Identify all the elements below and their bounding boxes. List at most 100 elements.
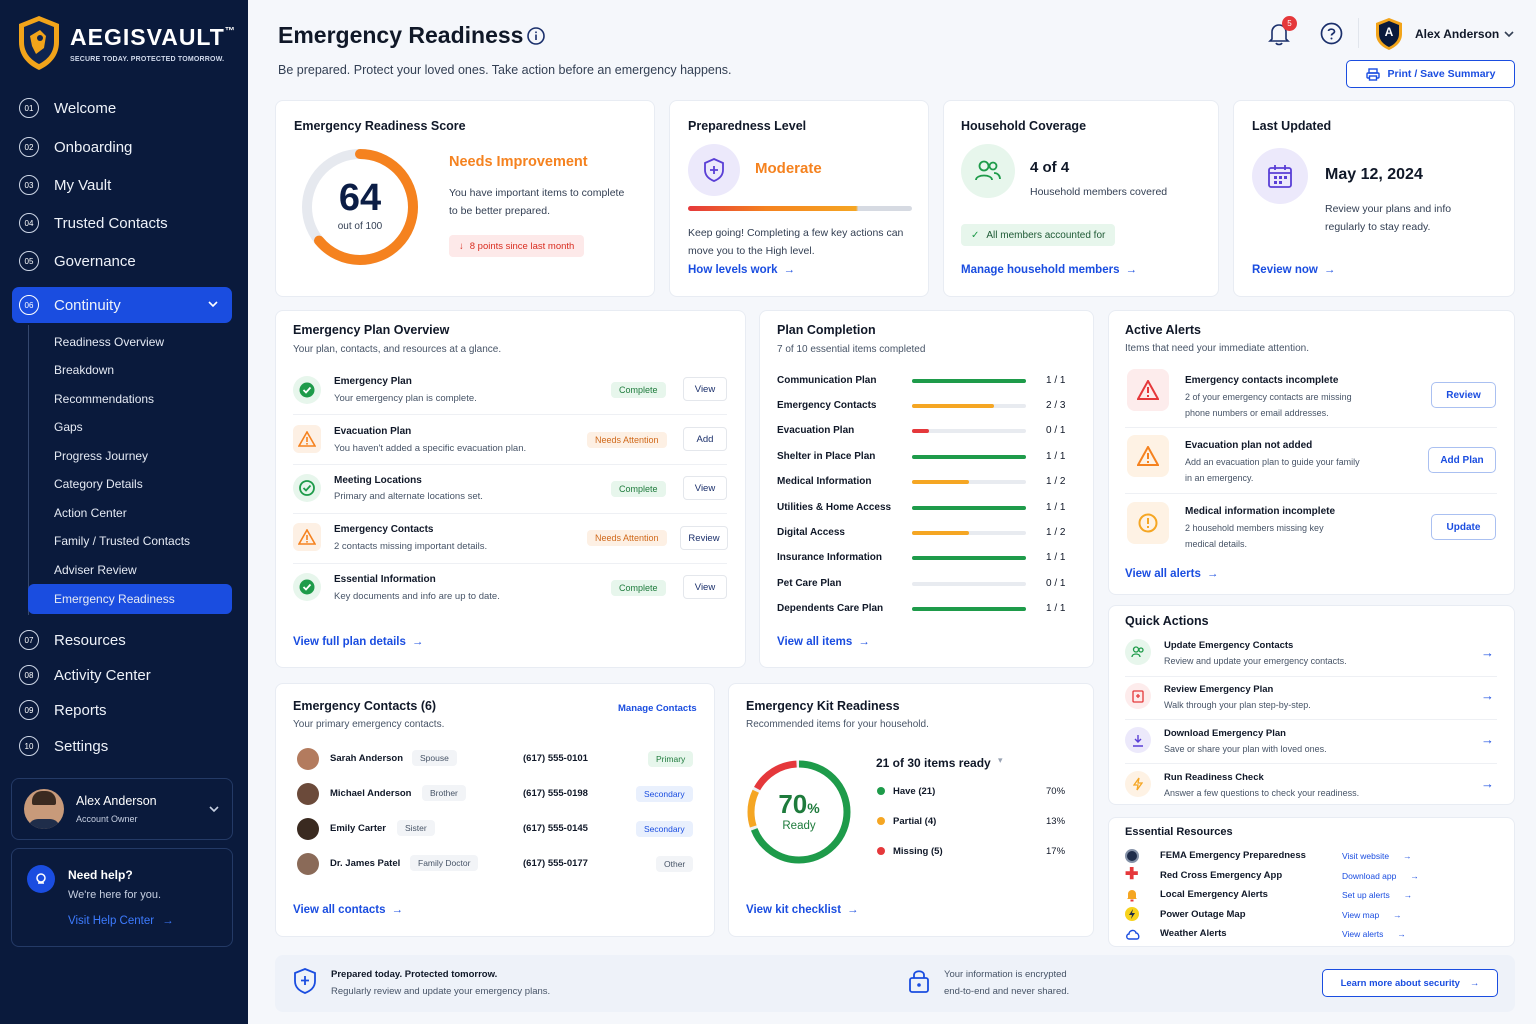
nav-item-governance[interactable]: 05 Governance <box>12 243 232 279</box>
active-alerts-subtitle: Items that need your immediate attention… <box>1125 343 1309 354</box>
resource-name: FEMA Emergency Preparedness <box>1160 850 1306 861</box>
info-icon[interactable] <box>527 27 545 45</box>
subnav-readiness-overview[interactable]: Readiness Overview <box>54 335 165 349</box>
user-shield-avatar[interactable]: A <box>1375 17 1403 51</box>
emergency-kit-subtitle: Recommended items for your household. <box>746 719 929 730</box>
chevron-down-icon[interactable]: ▾ <box>998 755 1003 765</box>
completion-bar <box>912 429 1026 433</box>
essential-resources-title: Essential Resources <box>1125 826 1233 838</box>
alert-review-button[interactable]: Review <box>1431 382 1496 408</box>
completion-item-value: 0 / 1 <box>1046 425 1066 436</box>
plan-view-button[interactable]: View <box>683 377 727 401</box>
cloud-icon <box>1125 928 1141 940</box>
view-full-plan-details-link[interactable]: View full plan details → <box>293 636 424 648</box>
chevron-down-icon[interactable] <box>1504 31 1514 38</box>
visit-website-link[interactable]: Visit website → <box>1342 851 1412 861</box>
nav-item-welcome[interactable]: 01 Welcome <box>12 90 232 126</box>
visit-help-center-link[interactable]: Visit Help Center → <box>68 915 174 927</box>
plan-view-button[interactable]: View <box>683 476 727 500</box>
completion-item-value: 1 / 1 <box>1046 375 1066 386</box>
view-map-link[interactable]: View map → <box>1342 910 1402 920</box>
plan-add-button[interactable]: Add <box>683 427 727 451</box>
contact-phone: (617) 555-0145 <box>523 823 588 834</box>
divider <box>293 563 727 564</box>
nav-item-settings[interactable]: 10 Settings <box>12 728 232 764</box>
arrow-right-icon[interactable]: → <box>1481 732 1494 747</box>
alert-line: Add an evacuation plan to guide your fam… <box>1185 457 1360 467</box>
check-circle-icon <box>293 474 321 502</box>
manage-contacts-link[interactable]: Manage Contacts <box>618 703 697 714</box>
quick-action-title: Download Emergency Plan <box>1164 728 1286 739</box>
plan-row-subtitle: You haven't added a specific evacuation … <box>334 443 527 454</box>
preparedness-meter <box>688 206 912 211</box>
alert-add-plan-button[interactable]: Add Plan <box>1428 447 1496 473</box>
kit-row-pct: 13% <box>1046 816 1066 827</box>
legend-dot <box>877 817 885 825</box>
download-app-link[interactable]: Download app → <box>1342 871 1419 881</box>
subnav-progress-journey[interactable]: Progress Journey <box>54 449 149 463</box>
arrow-right-icon: → <box>1403 890 1413 900</box>
nav-item-reports[interactable]: 09 Reports <box>12 692 232 728</box>
sidebar: AEGISVAULT™ SECURE TODAY. PROTECTED TOMO… <box>0 0 248 1024</box>
nav-item-continuity[interactable]: 06 Continuity <box>12 287 232 323</box>
learn-more-security-button[interactable]: Learn more about security → <box>1322 969 1498 997</box>
view-kit-checklist-link[interactable]: View kit checklist → <box>746 904 859 916</box>
subnav-emergency-readiness[interactable]: Emergency Readiness <box>28 584 232 614</box>
nav-item-activity-center[interactable]: 08 Activity Center <box>12 657 232 693</box>
chevron-down-icon <box>208 301 218 308</box>
plan-view-button[interactable]: View <box>683 575 727 599</box>
help-icon[interactable] <box>1320 22 1343 45</box>
review-now-link[interactable]: Review now → <box>1252 264 1336 276</box>
kit-ready-label: Ready <box>782 820 816 832</box>
avatar <box>297 748 319 770</box>
divider <box>1125 676 1497 677</box>
how-levels-work-link[interactable]: How levels work → <box>688 264 795 276</box>
set-up-alerts-link[interactable]: Set up alerts → <box>1342 890 1413 900</box>
completion-bar-fill <box>912 607 1026 611</box>
brand-tagline: SECURE TODAY. PROTECTED TOMORROW. <box>70 56 225 63</box>
arrow-right-icon[interactable]: → <box>1481 776 1494 791</box>
arrow-right-icon[interactable]: → <box>1481 688 1494 703</box>
card-title: Household Coverage <box>961 119 1087 133</box>
subnav-family-trusted-contacts[interactable]: Family / Trusted Contacts <box>54 534 191 548</box>
check-circle-icon <box>293 573 321 601</box>
view-alerts-link[interactable]: View alerts → <box>1342 929 1406 939</box>
shield-icon <box>688 144 740 196</box>
completion-bar <box>912 480 1026 484</box>
view-all-contacts-link[interactable]: View all contacts → <box>293 904 403 916</box>
arrow-right-icon: → <box>1125 264 1137 276</box>
completion-item-label: Shelter in Place Plan <box>777 451 876 462</box>
print-save-summary-button[interactable]: Print / Save Summary <box>1346 60 1515 88</box>
alert-update-button[interactable]: Update <box>1431 514 1496 540</box>
plan-review-button[interactable]: Review <box>680 526 728 550</box>
preparedness-description: Keep going! Completing a few key actions… <box>688 227 904 257</box>
header-user-name[interactable]: Alex Anderson <box>1415 27 1500 41</box>
nav-item-my-vault[interactable]: 03 My Vault <box>12 167 232 203</box>
completion-item-label: Emergency Contacts <box>777 400 877 411</box>
manage-household-members-link[interactable]: Manage household members → <box>961 264 1137 276</box>
view-all-alerts-link[interactable]: View all alerts → <box>1125 568 1219 580</box>
account-card[interactable]: Alex Anderson Account Owner <box>11 778 233 840</box>
emergency-contacts-subtitle: Your primary emergency contacts. <box>293 719 445 730</box>
nav-item-resources[interactable]: 07 Resources <box>12 622 232 658</box>
subnav-action-center[interactable]: Action Center <box>54 506 127 520</box>
arrow-right-icon[interactable]: → <box>1481 645 1494 660</box>
arrow-right-icon: → <box>391 904 403 916</box>
nav-item-trusted-contacts[interactable]: 04 Trusted Contacts <box>12 205 232 241</box>
bell-icon[interactable] <box>1268 22 1290 46</box>
fema-icon <box>1125 849 1139 863</box>
quick-action-subtitle: Answer a few questions to check your rea… <box>1164 788 1360 798</box>
kit-donut-segment <box>747 760 851 864</box>
subnav-category-details[interactable]: Category Details <box>54 477 143 491</box>
nav-item-onboarding[interactable]: 02 Onboarding <box>12 129 232 165</box>
kit-row-label: Have (21) <box>893 786 936 797</box>
household-coverage-card: Household Coverage 4 of 4 Household memb… <box>943 100 1219 297</box>
completion-bar <box>912 556 1026 560</box>
subnav-adviser-review[interactable]: Adviser Review <box>54 563 137 577</box>
quick-action-subtitle: Save or share your plan with loved ones. <box>1164 744 1327 754</box>
plan-row-subtitle: Your emergency plan is complete. <box>334 393 477 404</box>
view-all-items-link[interactable]: View all items → <box>777 636 870 648</box>
subnav-breakdown[interactable]: Breakdown <box>54 363 115 377</box>
subnav-recommendations[interactable]: Recommendations <box>54 392 155 406</box>
subnav-gaps[interactable]: Gaps <box>54 420 83 434</box>
